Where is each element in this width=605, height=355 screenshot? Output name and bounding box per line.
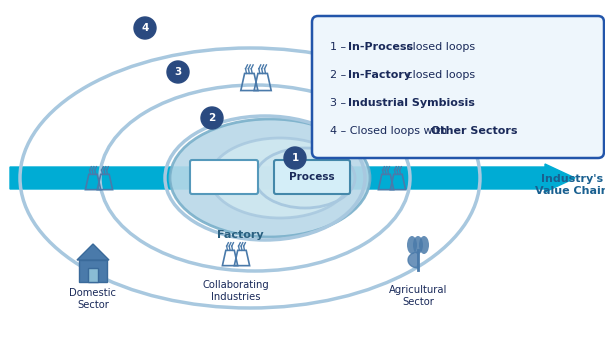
Bar — [88, 268, 98, 282]
Text: Collaborating
Industries: Collaborating Industries — [203, 280, 269, 302]
Text: Process: Process — [289, 172, 335, 182]
Text: Industry's
Value Chain: Industry's Value Chain — [535, 174, 605, 196]
Text: 3 –: 3 – — [330, 98, 350, 108]
Circle shape — [134, 17, 156, 39]
Text: Agricultural
Sector: Agricultural Sector — [389, 285, 447, 307]
Polygon shape — [77, 244, 109, 260]
Circle shape — [284, 147, 306, 169]
Text: closed loops: closed loops — [404, 42, 476, 52]
Text: Factory: Factory — [217, 230, 263, 240]
Text: 4 – Closed loops with: 4 – Closed loops with — [330, 126, 451, 136]
Text: Industrial Symbiosis: Industrial Symbiosis — [348, 98, 476, 108]
Text: Other Sectors: Other Sectors — [431, 126, 518, 136]
Text: 2: 2 — [208, 113, 215, 123]
Text: In-Factory: In-Factory — [348, 70, 411, 80]
Text: 3: 3 — [174, 67, 182, 77]
Text: closed loops: closed loops — [404, 70, 476, 80]
FancyBboxPatch shape — [312, 16, 604, 158]
Ellipse shape — [170, 119, 370, 237]
FancyBboxPatch shape — [274, 160, 350, 194]
Text: 1 –: 1 – — [330, 42, 350, 52]
Bar — [79, 260, 107, 282]
Text: 2 –: 2 – — [330, 70, 350, 80]
Ellipse shape — [407, 236, 417, 254]
Ellipse shape — [419, 236, 429, 254]
FancyBboxPatch shape — [190, 160, 258, 194]
Text: 4: 4 — [142, 23, 149, 33]
Ellipse shape — [210, 138, 350, 218]
Ellipse shape — [413, 236, 423, 254]
Text: 1: 1 — [292, 153, 299, 163]
FancyArrow shape — [10, 164, 575, 192]
Text: Domestic
Sector: Domestic Sector — [70, 288, 117, 310]
Circle shape — [201, 107, 223, 129]
Circle shape — [167, 61, 189, 83]
Polygon shape — [408, 252, 418, 268]
Text: In-Process: In-Process — [348, 42, 414, 52]
